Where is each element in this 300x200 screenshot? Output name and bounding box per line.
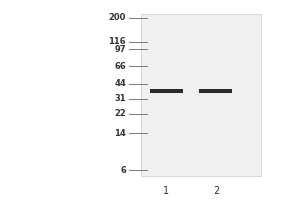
Text: 14: 14 [114, 129, 126, 138]
Text: 97: 97 [115, 45, 126, 54]
Text: 31: 31 [114, 94, 126, 103]
Text: 66: 66 [114, 62, 126, 71]
Text: 2: 2 [213, 186, 219, 196]
Text: 200: 200 [109, 13, 126, 22]
Text: 6: 6 [120, 166, 126, 175]
Text: kDa: kDa [110, 0, 129, 2]
Text: 22: 22 [114, 109, 126, 118]
Text: 44: 44 [114, 79, 126, 88]
Text: 116: 116 [108, 37, 126, 46]
Text: 1: 1 [164, 186, 169, 196]
